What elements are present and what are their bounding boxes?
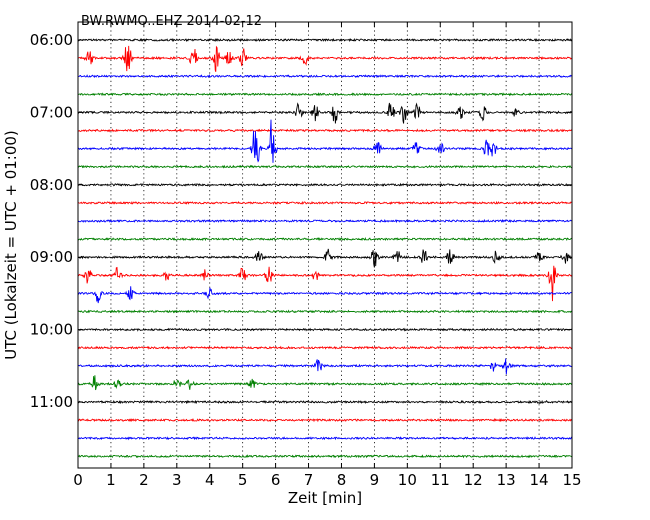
- trace-line: [77, 358, 573, 375]
- trace-line: [77, 309, 573, 314]
- vertical-gridlines: [110, 22, 540, 468]
- trace-line: [77, 200, 573, 205]
- x-tick-label: 4: [205, 471, 215, 489]
- trace-line: [77, 119, 573, 163]
- trace-line: [78, 265, 573, 302]
- y-tick-label: 11:00: [30, 393, 73, 411]
- y-tick-label: 07:00: [30, 103, 73, 121]
- x-tick-label: 3: [172, 471, 182, 489]
- trace-line: [77, 375, 573, 391]
- x-tick-label: 5: [238, 471, 248, 489]
- y-tick-label: 10:00: [30, 321, 73, 339]
- trace-line: [77, 237, 573, 242]
- plot-background: [78, 22, 572, 468]
- y-axis-ticks: 06:00 07:00 08:00 09:00 10:00 11:00: [30, 31, 572, 411]
- trace-line: [78, 248, 573, 268]
- trace-line: [77, 418, 573, 423]
- x-tick-label: 14: [530, 471, 549, 489]
- trace-line: [77, 102, 573, 124]
- y-axis-title: UTC (Lokalzeit = UTC + 01:00): [2, 130, 20, 360]
- y-tick-label: 09:00: [30, 248, 73, 266]
- x-tick-label: 9: [370, 471, 380, 489]
- x-tick-label: 8: [337, 471, 347, 489]
- x-tick-label: 15: [562, 471, 581, 489]
- plot-frame: [77, 21, 573, 469]
- x-tick-label: 12: [464, 471, 483, 489]
- trace-line: [77, 327, 573, 332]
- x-axis-ticks: 0 1 2 3 4 5 6 7 8 9 10 11 12 13 14 15: [73, 22, 582, 489]
- x-tick-label: 7: [304, 471, 314, 489]
- trace-line: [77, 92, 573, 97]
- x-tick-label: 13: [497, 471, 516, 489]
- trace-line: [77, 45, 573, 72]
- x-tick-label: 0: [73, 471, 83, 489]
- trace-line: [77, 399, 573, 405]
- trace-line: [77, 128, 573, 133]
- trace-line: [77, 454, 573, 459]
- trace-line: [77, 74, 573, 79]
- y-tick-label: 06:00: [30, 31, 73, 49]
- seismic-traces: [77, 37, 573, 459]
- trace-line: [77, 164, 573, 169]
- x-tick-label: 10: [398, 471, 417, 489]
- trace-line: [77, 436, 573, 441]
- x-tick-label: 1: [106, 471, 116, 489]
- trace-line: [77, 37, 572, 43]
- trace-line: [77, 218, 573, 224]
- trace-line: [77, 182, 573, 187]
- x-tick-label: 2: [139, 471, 149, 489]
- x-tick-label: 6: [271, 471, 281, 489]
- trace-line: [78, 286, 573, 304]
- x-axis-title: Zeit [min]: [288, 489, 362, 507]
- chart-title: BW.RWMO..EHZ 2014-02-12: [81, 14, 262, 29]
- trace-line: [77, 345, 573, 350]
- x-tick-label: 11: [431, 471, 450, 489]
- y-tick-label: 08:00: [30, 176, 73, 194]
